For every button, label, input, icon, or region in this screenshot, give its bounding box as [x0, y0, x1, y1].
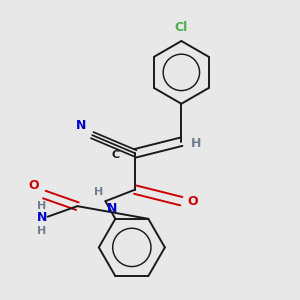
- Text: N: N: [76, 119, 86, 132]
- Text: N: N: [107, 202, 117, 215]
- Text: Cl: Cl: [175, 21, 188, 34]
- Text: N: N: [37, 211, 47, 224]
- Text: H: H: [38, 226, 46, 236]
- Text: C: C: [111, 150, 119, 160]
- Text: O: O: [29, 179, 39, 192]
- Text: H: H: [191, 137, 202, 150]
- Text: O: O: [187, 195, 198, 208]
- Text: H: H: [38, 201, 46, 211]
- Text: H: H: [94, 187, 103, 197]
